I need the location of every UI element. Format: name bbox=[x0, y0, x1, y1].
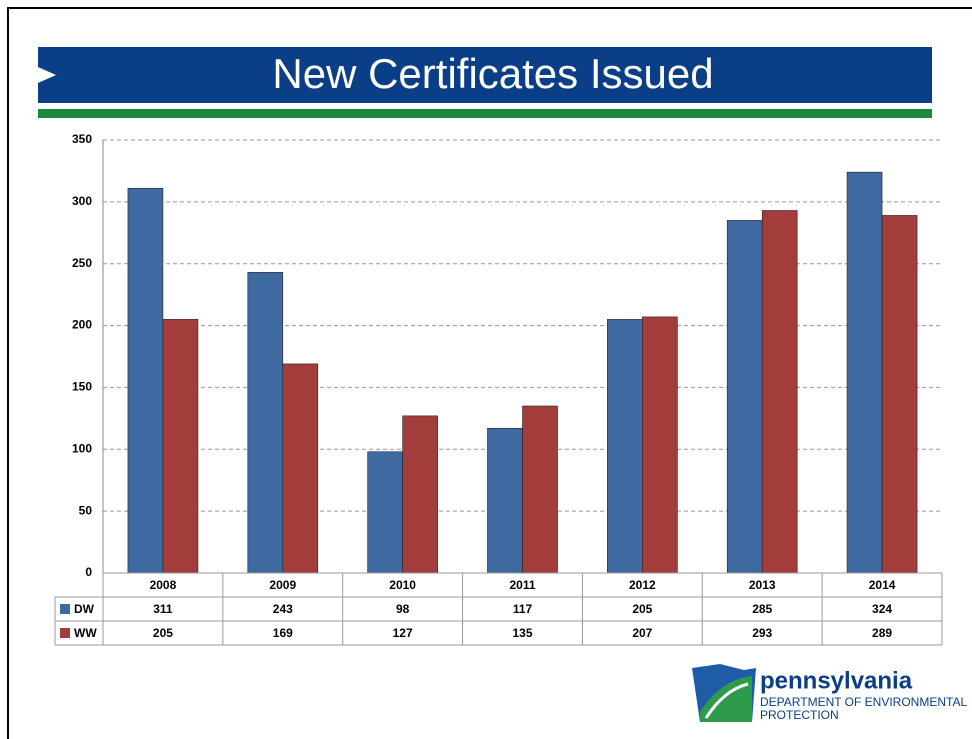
logo-department: PROTECTION bbox=[760, 708, 839, 722]
logo-department: DEPARTMENT OF ENVIRONMENTAL bbox=[760, 695, 967, 709]
y-tick-label: 150 bbox=[72, 380, 92, 394]
table-value: 243 bbox=[273, 602, 293, 616]
green-bar bbox=[38, 109, 932, 118]
x-tick-label: 2010 bbox=[389, 578, 416, 592]
logo: pennsylvania DEPARTMENT OF ENVIRONMENTAL… bbox=[692, 664, 967, 722]
bar bbox=[487, 427, 523, 574]
bar bbox=[642, 316, 678, 574]
y-tick-label: 50 bbox=[79, 503, 93, 517]
legend-label: WW bbox=[74, 626, 97, 640]
title-banner bbox=[38, 47, 932, 103]
bar bbox=[726, 220, 763, 574]
table-value: 169 bbox=[273, 626, 293, 640]
x-tick-label: 2012 bbox=[629, 578, 656, 592]
logo-name: pennsylvania bbox=[760, 667, 913, 694]
table-value: 293 bbox=[752, 626, 772, 640]
bar bbox=[282, 363, 319, 574]
table-value: 285 bbox=[752, 602, 772, 616]
bar bbox=[402, 415, 438, 574]
x-tick-label: 2011 bbox=[509, 578, 535, 592]
table-value: 98 bbox=[396, 602, 410, 616]
y-tick-label: 350 bbox=[72, 132, 92, 146]
bar bbox=[881, 215, 918, 574]
bar bbox=[247, 272, 284, 574]
x-tick-label: 2009 bbox=[269, 578, 296, 592]
x-tick-label: 2014 bbox=[869, 578, 896, 592]
table-value: 117 bbox=[513, 602, 533, 616]
table-value: 205 bbox=[632, 602, 652, 616]
bar bbox=[162, 319, 199, 574]
logo-stroke bbox=[704, 682, 749, 719]
legend-label: DW bbox=[74, 602, 95, 616]
table-value: 135 bbox=[512, 626, 532, 640]
y-tick-label: 200 bbox=[72, 318, 92, 332]
table-value: 289 bbox=[872, 626, 892, 640]
y-tick-label: 0 bbox=[85, 565, 92, 579]
banner-arrow bbox=[38, 67, 56, 83]
table-value: 311 bbox=[153, 602, 173, 616]
legend-swatch bbox=[60, 628, 70, 638]
table-value: 207 bbox=[632, 626, 652, 640]
legend-swatch bbox=[60, 604, 70, 614]
x-tick-label: 2008 bbox=[150, 578, 177, 592]
y-tick-label: 250 bbox=[72, 256, 92, 270]
bar bbox=[367, 451, 403, 574]
chart-title: New Certificates Issued bbox=[272, 50, 713, 97]
bar bbox=[607, 319, 643, 574]
bar bbox=[522, 405, 558, 574]
table-value: 205 bbox=[153, 626, 173, 640]
bar bbox=[761, 210, 798, 574]
table-value: 127 bbox=[393, 626, 413, 640]
y-tick-label: 300 bbox=[72, 194, 92, 208]
bar bbox=[127, 187, 164, 574]
table-value: 324 bbox=[872, 602, 892, 616]
x-tick-label: 2013 bbox=[749, 578, 776, 592]
y-tick-label: 100 bbox=[72, 441, 92, 455]
bar bbox=[846, 171, 883, 574]
